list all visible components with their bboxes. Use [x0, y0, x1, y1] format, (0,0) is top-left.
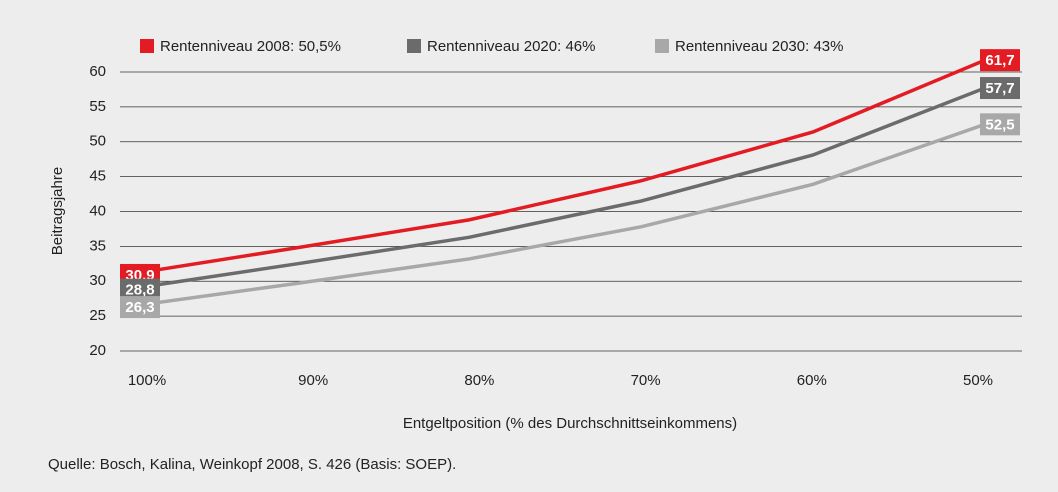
legend-label: Rentenniveau 2008: 50,5%: [160, 38, 341, 55]
legend-swatch: [407, 39, 421, 53]
y-tick-label: 55: [89, 98, 106, 115]
y-tick-label: 45: [89, 168, 106, 185]
legend-swatch: [140, 39, 154, 53]
value-label-box: [120, 296, 160, 319]
value-label-box: [980, 49, 1020, 72]
legend-label: Rentenniveau 2020: 46%: [427, 38, 595, 55]
y-tick-label: 20: [89, 342, 106, 359]
series-line: [124, 86, 986, 292]
series-line: [124, 122, 986, 309]
y-tick-label: 25: [89, 307, 106, 324]
source-note: Quelle: Bosch, Kalina, Weinkopf 2008, S.…: [48, 456, 456, 473]
x-tick-label: 80%: [464, 372, 494, 389]
x-tick-label: 50%: [963, 372, 993, 389]
series-line: [124, 58, 986, 277]
legend-swatch: [655, 39, 669, 53]
y-tick-label: 50: [89, 133, 106, 150]
value-label: 61,7: [985, 52, 1014, 69]
value-label-box: [980, 113, 1020, 136]
x-tick-label: 70%: [631, 372, 661, 389]
value-label-box: [980, 77, 1020, 100]
value-label: 57,7: [985, 80, 1014, 97]
x-axis-title: Entgeltposition (% des Durchschnittseink…: [403, 415, 737, 432]
legend-label: Rentenniveau 2030: 43%: [675, 38, 843, 55]
value-label: 26,3: [125, 299, 154, 316]
value-label: 52,5: [985, 116, 1014, 133]
value-label-box: [120, 278, 160, 301]
x-tick-label: 60%: [797, 372, 827, 389]
y-axis-title: Beitragsjahre: [49, 167, 66, 255]
y-tick-label: 30: [89, 272, 106, 289]
value-label: 28,8: [125, 282, 154, 299]
y-tick-label: 60: [89, 63, 106, 80]
x-tick-label: 90%: [298, 372, 328, 389]
y-tick-label: 35: [89, 237, 106, 254]
x-tick-label: 100%: [128, 372, 166, 389]
y-tick-label: 40: [89, 202, 106, 219]
